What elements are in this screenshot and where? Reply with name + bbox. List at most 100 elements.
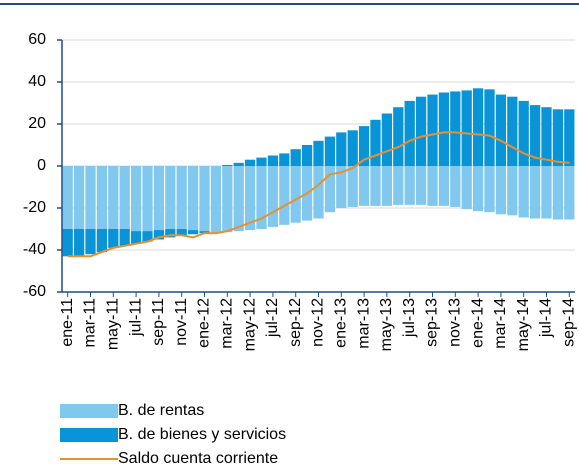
bar	[358, 166, 370, 206]
bar	[256, 157, 267, 166]
x-tick-label: mar-13	[355, 298, 372, 349]
bar	[472, 88, 484, 166]
x-tick-label: may-14	[515, 298, 532, 351]
bar	[347, 130, 358, 166]
x-tick-label: sep-11	[150, 298, 167, 346]
bar	[381, 166, 393, 206]
bar	[96, 166, 108, 229]
bar	[495, 94, 507, 166]
bar	[85, 166, 96, 229]
bar	[541, 166, 552, 219]
line	[67, 131, 570, 258]
bar	[415, 96, 427, 166]
x-tick-label: may-13	[378, 298, 395, 351]
x-tick-label: ene-11	[59, 298, 76, 347]
legend-label: Saldo cuenta corriente	[118, 450, 278, 467]
bar	[199, 166, 210, 232]
bar	[427, 94, 438, 166]
x-tick-label: may-11	[105, 298, 122, 350]
y-tick-label: 40	[28, 73, 46, 90]
bar	[130, 231, 142, 244]
bar	[313, 166, 324, 219]
bar	[393, 107, 404, 166]
bar	[336, 166, 347, 208]
bar	[279, 153, 290, 166]
bar	[62, 229, 73, 257]
legend-swatch	[60, 428, 118, 442]
y-tick-label: 20	[28, 115, 46, 132]
bar	[438, 166, 450, 206]
x-tick-label: ene-12	[196, 298, 213, 348]
bar	[358, 126, 370, 166]
bar	[187, 230, 199, 235]
bar	[404, 166, 415, 205]
bar	[472, 166, 484, 212]
bar	[176, 166, 187, 229]
bar	[301, 145, 313, 166]
bar	[529, 105, 541, 166]
bar	[518, 166, 529, 218]
x-tick-label: ene-13	[333, 298, 350, 348]
bar	[244, 159, 256, 166]
bar	[507, 166, 518, 216]
legend-label: B. de bienes y servicios	[118, 426, 286, 443]
bar	[108, 229, 119, 248]
bar	[290, 149, 301, 166]
bar	[165, 166, 176, 229]
x-tick-label: jul-11	[127, 298, 144, 337]
x-tick-label: mar-12	[219, 298, 236, 349]
x-tick-label: jul-12	[264, 298, 281, 338]
x-tick-label: sep-12	[287, 298, 304, 347]
x-tick-label: mar-14	[492, 298, 509, 349]
bar	[210, 166, 222, 234]
bar	[427, 166, 438, 206]
bar	[564, 166, 575, 220]
bar	[324, 166, 336, 213]
bar	[415, 166, 427, 205]
bar	[461, 90, 472, 166]
bar	[62, 166, 73, 229]
bar	[404, 100, 415, 166]
bar	[267, 166, 279, 227]
bar	[73, 166, 85, 229]
bar	[165, 229, 176, 238]
x-tick-label: jul-13	[401, 298, 418, 338]
bar	[313, 140, 324, 166]
bar	[450, 166, 461, 207]
y-tick-label: 0	[37, 157, 46, 174]
bar	[381, 113, 393, 166]
bar	[199, 231, 210, 234]
bar	[290, 166, 301, 223]
bar	[370, 166, 381, 206]
bar	[222, 164, 233, 166]
x-tick-label: jul-14	[538, 298, 555, 338]
bar	[495, 166, 507, 215]
x-tick-label: nov-13	[447, 298, 464, 347]
bar	[119, 229, 130, 246]
bar	[256, 166, 267, 229]
bar	[552, 109, 564, 166]
bar	[541, 107, 552, 166]
bar	[187, 166, 199, 231]
y-tick-label: -20	[23, 199, 46, 216]
bar	[564, 109, 575, 166]
bar	[370, 119, 381, 166]
bar	[484, 89, 495, 166]
bar	[518, 100, 529, 166]
bar	[73, 229, 85, 257]
bar	[507, 96, 518, 166]
bar	[130, 166, 142, 232]
legend-swatch	[60, 404, 118, 418]
y-tick-label: -60	[23, 283, 46, 300]
x-tick-label: mar-11	[82, 298, 99, 348]
bar	[336, 132, 347, 166]
y-tick-label: -40	[23, 241, 46, 258]
bar	[176, 229, 187, 236]
bar	[267, 155, 279, 166]
bar	[119, 166, 130, 229]
bar	[484, 166, 495, 213]
bar	[222, 166, 233, 233]
x-tick-label: nov-12	[310, 298, 327, 347]
bar	[347, 166, 358, 207]
